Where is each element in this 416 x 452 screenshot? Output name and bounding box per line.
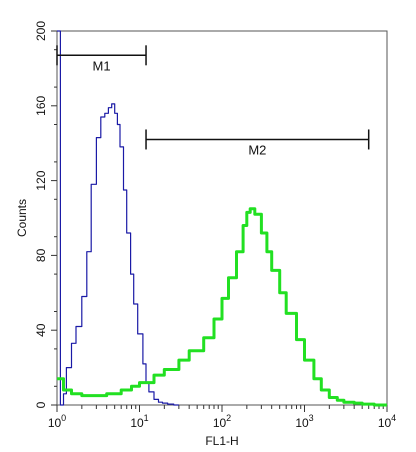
x-tick-label: 104 — [378, 413, 396, 430]
y-tick-label: 120 — [34, 170, 48, 190]
histogram-series-1 — [57, 30, 179, 406]
y-axis-label: Counts — [15, 199, 29, 237]
y-tick-label: 0 — [34, 401, 48, 408]
y-tick-label: 160 — [34, 95, 48, 115]
gate-label-m1: M1 — [92, 58, 110, 73]
gate-label-m2: M2 — [248, 142, 266, 157]
x-tick-label: 102 — [213, 413, 231, 430]
y-tick-label: 40 — [34, 323, 48, 337]
axis-ticks — [51, 30, 388, 412]
x-tick-label: 103 — [295, 413, 313, 430]
y-tick-label: 80 — [34, 248, 48, 262]
gates-layer: M1 M2 — [56, 45, 370, 157]
tick-labels: 100 101 102 103 104 0 40 80 120 160 200 — [34, 21, 396, 430]
histogram-series-2 — [57, 207, 387, 407]
x-axis-label: FL1-H — [205, 434, 238, 448]
x-tick-label: 100 — [48, 413, 66, 430]
y-tick-label: 200 — [34, 21, 48, 41]
x-tick-label: 101 — [130, 413, 148, 430]
series-layer — [57, 30, 387, 407]
